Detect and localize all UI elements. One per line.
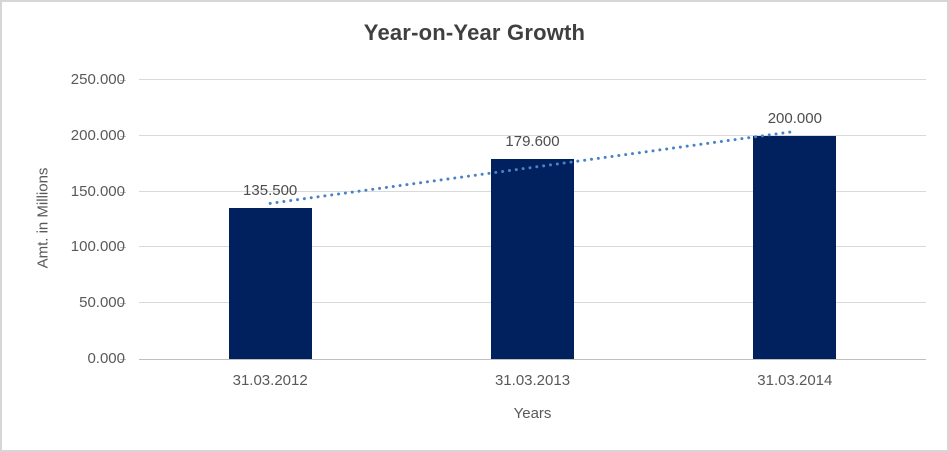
x-axis-title: Years (513, 405, 552, 422)
y-tick-mark (120, 247, 126, 249)
y-tick-mark (120, 359, 126, 360)
bar-value-label: 179.600 (505, 132, 560, 150)
trendline (268, 129, 797, 205)
x-axis-line (139, 359, 926, 360)
x-tick-label: 31.03.2012 (232, 372, 308, 389)
gridline (139, 134, 926, 136)
gridline (139, 79, 926, 80)
y-tick-label: 50.000 (79, 294, 125, 312)
bar-value-label: 135.500 (243, 181, 298, 199)
y-tick-label: 200.000 (70, 126, 125, 144)
x-tick-label: 31.03.2014 (757, 372, 833, 389)
bar-31.03.2012 (228, 207, 312, 359)
y-tick-mark (120, 135, 126, 137)
y-tick-label: 0.000 (87, 350, 125, 367)
x-tick-label: 31.03.2013 (494, 372, 571, 389)
y-tick-label: 250.000 (70, 71, 125, 88)
y-tick-mark (120, 303, 126, 305)
trendline-path (268, 129, 797, 205)
y-tick-mark (120, 191, 126, 193)
bar-31.03.2013 (491, 158, 574, 359)
plot-area: 135.500 179.600 200.000 (139, 79, 926, 360)
y-tick-label: 150.000 (70, 182, 125, 200)
chart-title: Year-on-Year Growth (363, 20, 586, 45)
bar-31.03.2014 (753, 135, 837, 359)
y-tick-mark (120, 80, 126, 81)
y-tick-label: 100.000 (70, 238, 125, 256)
bar-value-label: 200.000 (767, 109, 822, 127)
